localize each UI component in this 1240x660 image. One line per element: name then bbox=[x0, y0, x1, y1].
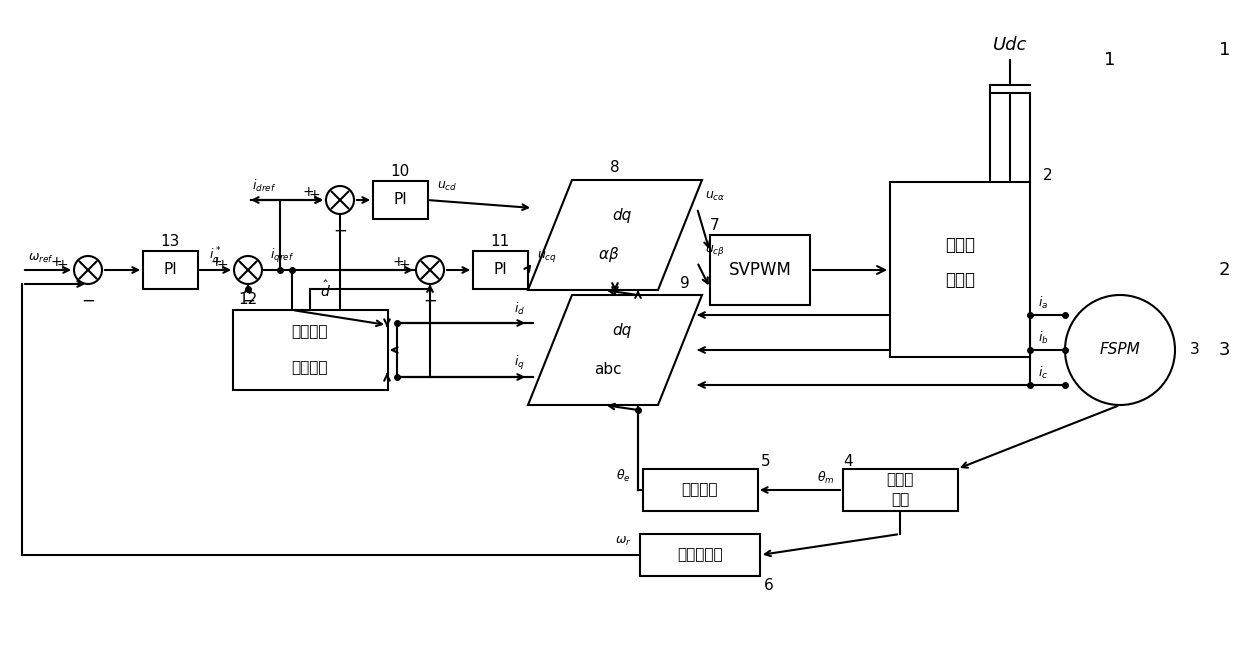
Text: 2: 2 bbox=[1043, 168, 1053, 183]
Text: 3: 3 bbox=[1190, 343, 1200, 358]
Bar bbox=[233, 310, 388, 390]
Text: $i_c$: $i_c$ bbox=[1038, 365, 1048, 381]
Bar bbox=[143, 251, 198, 289]
Bar bbox=[711, 235, 810, 305]
Circle shape bbox=[234, 256, 262, 284]
Text: PI: PI bbox=[393, 193, 407, 207]
Text: $\omega_r$: $\omega_r$ bbox=[615, 535, 632, 548]
Circle shape bbox=[326, 186, 353, 214]
Text: +: + bbox=[50, 255, 62, 269]
Text: +: + bbox=[216, 258, 228, 272]
Text: 2: 2 bbox=[1219, 261, 1230, 279]
Text: $\hat{d}$: $\hat{d}$ bbox=[320, 280, 331, 300]
Text: 10: 10 bbox=[391, 164, 409, 178]
Text: $u_{cq}$: $u_{cq}$ bbox=[537, 249, 557, 263]
Text: $i_q$: $i_q$ bbox=[515, 354, 525, 372]
Text: +: + bbox=[392, 255, 404, 269]
Text: 角度计算: 角度计算 bbox=[682, 482, 718, 498]
Text: 码器: 码器 bbox=[890, 492, 909, 508]
Text: $i_a$: $i_a$ bbox=[1038, 295, 1048, 311]
Text: +: + bbox=[309, 188, 320, 202]
Text: Udc: Udc bbox=[993, 36, 1027, 54]
Text: $i_{qref}$: $i_{qref}$ bbox=[270, 247, 294, 265]
Text: SVPWM: SVPWM bbox=[729, 261, 791, 279]
Text: FSPM: FSPM bbox=[1100, 343, 1141, 358]
Text: −: − bbox=[423, 292, 436, 310]
Text: 11: 11 bbox=[490, 234, 510, 249]
Text: +: + bbox=[56, 258, 68, 272]
Text: 3: 3 bbox=[1219, 341, 1230, 359]
Text: $i_b$: $i_b$ bbox=[1038, 330, 1049, 346]
Bar bbox=[640, 534, 760, 576]
Text: $\theta_m$: $\theta_m$ bbox=[817, 470, 835, 486]
Text: 改进的干: 改进的干 bbox=[291, 325, 329, 339]
Text: 率模块: 率模块 bbox=[945, 271, 975, 289]
Text: $i_d$: $i_d$ bbox=[513, 301, 525, 317]
Text: 智能功: 智能功 bbox=[945, 236, 975, 254]
Text: dq: dq bbox=[613, 208, 631, 222]
Text: $u_{c\beta}$: $u_{c\beta}$ bbox=[706, 242, 725, 257]
Text: abc: abc bbox=[595, 362, 622, 378]
Text: +: + bbox=[211, 255, 222, 269]
Text: PI: PI bbox=[494, 263, 507, 277]
Text: $\omega_{ref}$: $\omega_{ref}$ bbox=[29, 251, 53, 265]
Text: $i_q^*$: $i_q^*$ bbox=[208, 245, 221, 267]
Text: $u_{cd}$: $u_{cd}$ bbox=[436, 180, 458, 193]
Text: $\alpha\beta$: $\alpha\beta$ bbox=[598, 246, 619, 264]
Text: +: + bbox=[303, 185, 314, 199]
Text: 9: 9 bbox=[680, 275, 689, 290]
Polygon shape bbox=[528, 295, 702, 405]
Text: −: − bbox=[334, 222, 347, 240]
Text: 5: 5 bbox=[761, 453, 770, 469]
Text: −: − bbox=[241, 292, 255, 310]
Circle shape bbox=[74, 256, 102, 284]
Text: −: − bbox=[81, 292, 95, 310]
Text: 角速度计算: 角速度计算 bbox=[677, 548, 723, 562]
Text: +: + bbox=[398, 258, 410, 272]
Text: 扰观测器: 扰观测器 bbox=[291, 360, 329, 376]
Bar bbox=[373, 181, 428, 219]
Text: 1: 1 bbox=[1219, 41, 1230, 59]
Text: 6: 6 bbox=[764, 579, 774, 593]
Text: 13: 13 bbox=[160, 234, 180, 249]
Bar bbox=[890, 182, 1030, 357]
Circle shape bbox=[415, 256, 444, 284]
Bar bbox=[472, 251, 528, 289]
Text: $u_{c\alpha}$: $u_{c\alpha}$ bbox=[706, 189, 725, 203]
Text: dq: dq bbox=[613, 323, 631, 338]
Polygon shape bbox=[528, 180, 702, 290]
Text: 光电编: 光电编 bbox=[887, 473, 914, 488]
Bar bbox=[644, 469, 758, 511]
Text: $\theta_e$: $\theta_e$ bbox=[616, 468, 631, 484]
Text: 12: 12 bbox=[238, 292, 258, 308]
Text: 4: 4 bbox=[843, 453, 853, 469]
Text: 7: 7 bbox=[711, 218, 719, 232]
Text: 1: 1 bbox=[1105, 51, 1116, 69]
Text: 8: 8 bbox=[610, 160, 620, 176]
Bar bbox=[843, 469, 959, 511]
Text: $i_{dref}$: $i_{dref}$ bbox=[252, 178, 277, 194]
Text: PI: PI bbox=[164, 263, 177, 277]
